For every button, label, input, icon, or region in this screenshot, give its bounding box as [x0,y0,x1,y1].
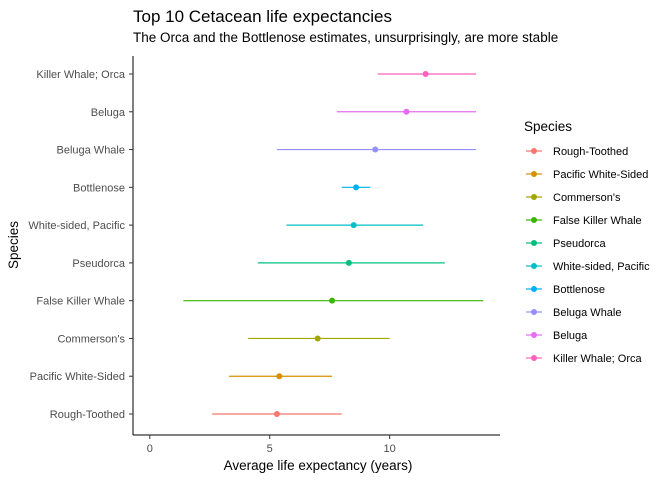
legend-key-point [531,332,537,338]
legend-label: Commerson's [553,192,621,204]
legend-key-point [531,148,537,154]
mean-point [273,411,280,417]
plot-area [183,71,484,417]
legend-label: Killer Whale; Orca [553,353,643,365]
legend-key-point [531,309,537,315]
legend-label: False Killer Whale [553,215,642,227]
legend-key-point [531,355,537,361]
legend-label: Rough-Toothed [553,146,628,158]
legend-label: Bottlenose [553,284,605,296]
y-tick-label: Pseudorca [72,258,125,270]
y-tick-label: Beluga Whale [57,145,126,157]
mean-point [276,373,283,380]
y-axis-title: Species [6,221,21,269]
y-tick-label: Pacific White-Sided [30,371,125,383]
x-axis-ticks: 0 5 10 [147,435,396,455]
y-tick-label: White-sided, Pacific [28,220,125,232]
legend-key-point [531,240,537,246]
mean-point [329,297,336,304]
mean-point [372,146,379,153]
x-tick-label: 10 [384,443,396,455]
legend-key-point [531,171,537,177]
x-tick-label: 5 [267,443,273,455]
x-axis-title: Average life expectancy (years) [224,458,413,473]
y-tick-label: Commerson's [57,333,125,345]
y-axis-ticks: Rough-Toothed Pacific White-Sided Commerso… [28,69,133,421]
y-tick-label: Killer Whale; Orca [36,69,126,81]
legend: Rough-Toothed Pacific White-Sided Commerso… [526,146,650,365]
legend-key-point [531,194,537,200]
x-tick-label: 0 [147,443,153,455]
legend-key-point [531,263,537,269]
mean-point [350,222,357,229]
mean-point [353,184,360,191]
chart-subtitle: The Orca and the Bottlenose estimates, u… [133,30,558,45]
y-tick-label: Beluga [91,107,126,119]
mean-point [345,259,352,266]
legend-key-point [531,217,537,223]
y-tick-label: Rough-Toothed [50,409,125,421]
y-tick-label: Bottlenose [73,182,125,194]
legend-label: Pacific White-Sided [553,169,648,181]
mean-point [314,335,321,342]
legend-label: White-sided, Pacific [553,261,650,273]
y-tick-label: False Killer Whale [36,296,125,308]
mean-point [422,71,429,77]
legend-label: Beluga [553,330,588,342]
legend-title: Species [524,119,572,134]
legend-key-point [531,286,537,292]
legend-label: Pseudorca [553,238,606,250]
legend-label: Beluga Whale [553,307,622,319]
chart-title: Top 10 Cetacean life expectancies [133,7,392,26]
mean-point [403,108,410,115]
